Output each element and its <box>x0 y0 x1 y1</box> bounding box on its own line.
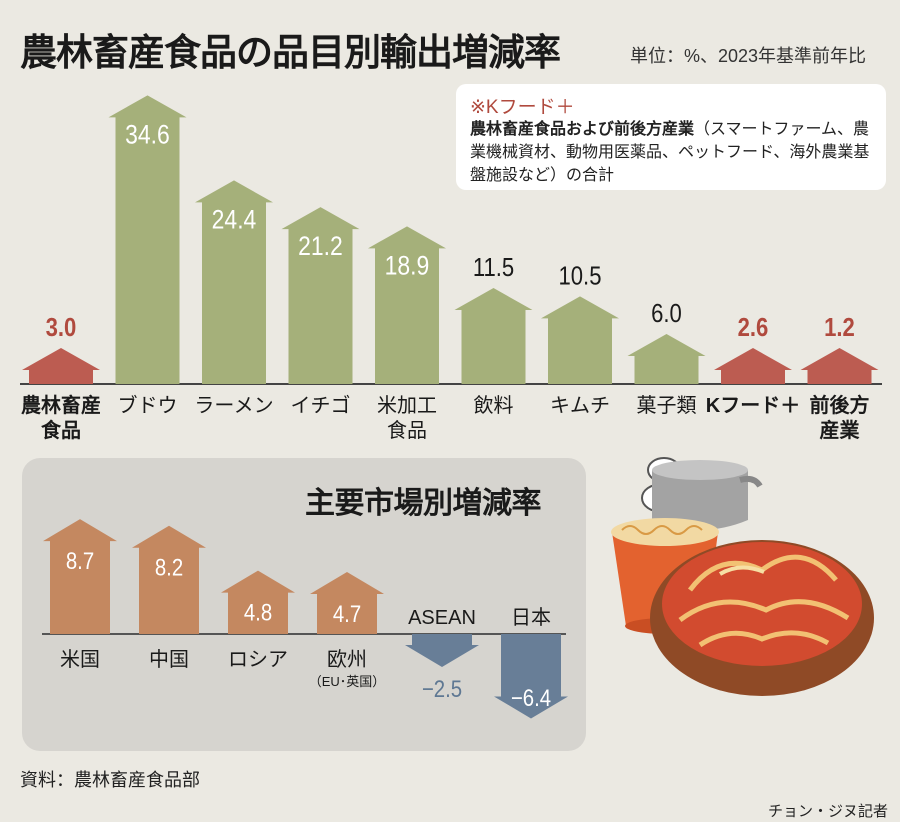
market-value-label: 8.7 <box>66 548 94 575</box>
item-category-label: ラーメン <box>194 395 273 417</box>
market-value-label: 8.2 <box>155 554 183 581</box>
item-bar-9 <box>800 348 879 384</box>
item-value-label: 21.2 <box>298 231 343 261</box>
item-value-label: 6.0 <box>651 299 682 328</box>
item-category-label: 産業 <box>820 418 861 442</box>
credit-text: チョン・ジヌ記者 <box>767 803 888 820</box>
pot-illustration <box>652 470 748 530</box>
item-bar-3 <box>281 207 360 384</box>
item-bar-1 <box>108 95 187 384</box>
item-category-label: 菓子類 <box>637 394 697 417</box>
market-category-label: 米国 <box>60 648 100 671</box>
note-title: ※Kフード＋ <box>470 97 575 118</box>
item-bar-2 <box>195 180 273 384</box>
market-category-label: 欧州 <box>327 648 367 671</box>
item-category-label: 米加工 <box>377 394 437 417</box>
market-bar-2 <box>221 570 295 634</box>
market-category-label: ASEAN <box>408 607 476 629</box>
market-category-label: 日本 <box>511 606 551 629</box>
item-bar-4 <box>368 226 446 384</box>
item-value-label: 2.6 <box>738 313 769 342</box>
item-bar-0 <box>22 348 100 384</box>
market-category-label: ロシア <box>228 649 288 671</box>
market-chart-title: 主要市場別増減率 <box>305 487 542 520</box>
food-illustration <box>611 457 874 696</box>
market-bar-1 <box>132 525 206 634</box>
item-bar-5 <box>454 288 533 384</box>
item-value-label: 10.5 <box>559 262 602 291</box>
note-body: 農林畜産食品および前後方産業（スマートファーム、農業機械資材、動物用医薬品、ペッ… <box>470 118 875 187</box>
item-value-label: 11.5 <box>473 253 514 282</box>
item-bar-6 <box>541 296 619 384</box>
item-value-label: 34.6 <box>125 120 170 150</box>
item-category-label: Kフード＋ <box>706 395 800 417</box>
market-sublabel: （EU･英国） <box>309 674 386 689</box>
item-category-label: 前後方 <box>810 393 870 417</box>
market-bar-3 <box>310 571 384 634</box>
market-category-label: 中国 <box>149 648 189 671</box>
item-category-label: 飲料 <box>474 394 514 417</box>
market-value-label: −2.5 <box>422 675 462 702</box>
market-panel <box>22 458 586 751</box>
note-bold: 農林畜産食品および前後方産業 <box>470 121 695 138</box>
source-text: 資料：農林畜産食品部 <box>20 770 200 790</box>
item-category-label: 食品 <box>387 419 427 442</box>
item-category-label: ブドウ <box>118 393 178 417</box>
item-value-label: 3.0 <box>46 313 77 342</box>
chart-title: 農林畜産食品の品目別輸出増減率 <box>20 32 561 73</box>
market-bar-5 <box>494 634 568 719</box>
item-category-label: 食品 <box>41 418 81 442</box>
market-value-label: 4.8 <box>244 599 272 626</box>
unit-label: 単位：%、2023年基準前年比 <box>630 46 867 66</box>
item-value-label: 18.9 <box>385 251 430 281</box>
item-bar-8 <box>714 348 792 384</box>
item-category-label: キムチ <box>550 395 610 417</box>
market-value-label: −6.4 <box>511 684 551 711</box>
market-chart: 8.7 米国 8.2 中国 4.8 ロシア 4.7 欧州 （EU･英国） −2.5 ASEAN −6.… <box>42 519 568 719</box>
market-bar-4 <box>405 634 479 667</box>
item-category-label: イチゴ <box>291 394 351 417</box>
market-value-label: 4.7 <box>333 600 361 627</box>
item-value-label: 24.4 <box>212 205 257 235</box>
note-rest: （スマートファーム、農業機械資材、動物用医薬品、ペットフード、海外農業基盤施設な… <box>470 121 870 184</box>
note-box: ※Kフード＋ 農林畜産食品および前後方産業（スマートファーム、農業機械資材、動物… <box>456 84 886 190</box>
item-chart: 3.0農林畜産食品34.6ブドウ24.4ラーメン21.2イチゴ18.9米加工食品… <box>20 95 882 442</box>
item-value-label: 1.2 <box>824 313 855 342</box>
market-bar-0 <box>43 519 117 634</box>
item-bar-7 <box>627 333 706 384</box>
kimchi-bowl-illustration <box>650 540 874 696</box>
item-category-label: 農林畜産 <box>21 393 101 417</box>
